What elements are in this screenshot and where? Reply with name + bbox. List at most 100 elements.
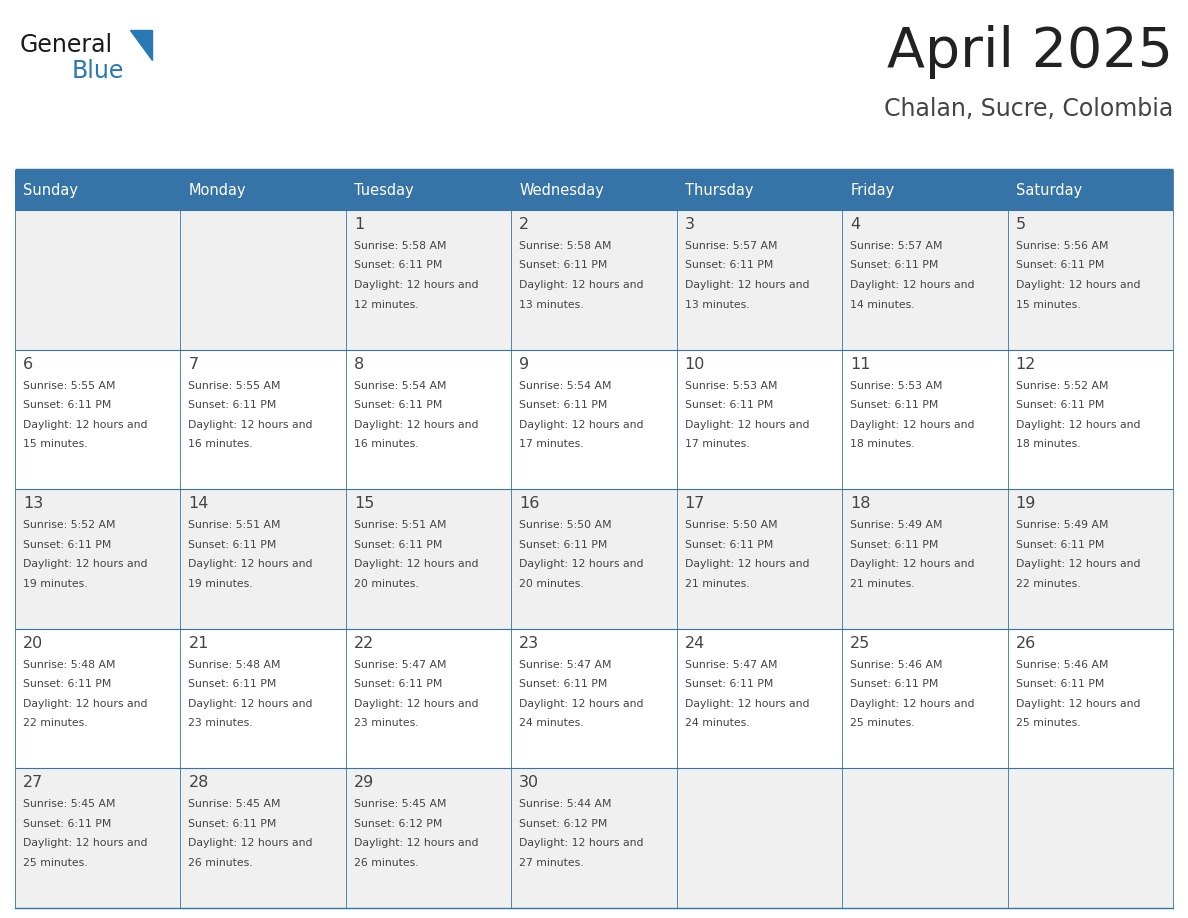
- Text: Daylight: 12 hours and: Daylight: 12 hours and: [354, 699, 479, 709]
- Text: 27: 27: [23, 776, 43, 790]
- Bar: [15, 350, 1173, 489]
- Text: 8: 8: [354, 356, 364, 372]
- Text: Sunset: 6:11 PM: Sunset: 6:11 PM: [684, 261, 773, 271]
- Text: 17: 17: [684, 497, 706, 511]
- Text: 21 minutes.: 21 minutes.: [684, 578, 750, 588]
- Text: 23 minutes.: 23 minutes.: [189, 718, 253, 728]
- Text: Sunrise: 5:49 AM: Sunrise: 5:49 AM: [1016, 521, 1108, 531]
- Text: Sunset: 6:11 PM: Sunset: 6:11 PM: [23, 679, 112, 689]
- Text: Daylight: 12 hours and: Daylight: 12 hours and: [23, 699, 147, 709]
- Text: Sunset: 6:11 PM: Sunset: 6:11 PM: [519, 540, 607, 550]
- Text: Sunset: 6:11 PM: Sunset: 6:11 PM: [1016, 540, 1104, 550]
- Text: Daylight: 12 hours and: Daylight: 12 hours and: [189, 420, 312, 430]
- Text: Daylight: 12 hours and: Daylight: 12 hours and: [189, 838, 312, 848]
- Text: 22: 22: [354, 636, 374, 651]
- Text: 6: 6: [23, 356, 33, 372]
- Text: Daylight: 12 hours and: Daylight: 12 hours and: [851, 559, 974, 569]
- Text: Sunrise: 5:55 AM: Sunrise: 5:55 AM: [23, 381, 115, 390]
- Text: Sunrise: 5:48 AM: Sunrise: 5:48 AM: [23, 660, 115, 670]
- Text: Sunrise: 5:46 AM: Sunrise: 5:46 AM: [851, 660, 942, 670]
- Text: 15 minutes.: 15 minutes.: [1016, 299, 1080, 309]
- Bar: [15, 170, 181, 210]
- Text: Daylight: 12 hours and: Daylight: 12 hours and: [189, 559, 312, 569]
- Text: Daylight: 12 hours and: Daylight: 12 hours and: [519, 699, 644, 709]
- Text: Sunset: 6:11 PM: Sunset: 6:11 PM: [1016, 679, 1104, 689]
- Text: Sunrise: 5:56 AM: Sunrise: 5:56 AM: [1016, 241, 1108, 251]
- Bar: [15, 629, 1173, 768]
- Text: Daylight: 12 hours and: Daylight: 12 hours and: [189, 699, 312, 709]
- Text: Sunset: 6:12 PM: Sunset: 6:12 PM: [519, 819, 607, 829]
- Text: 4: 4: [851, 217, 860, 232]
- Text: Tuesday: Tuesday: [354, 183, 413, 197]
- Text: 17 minutes.: 17 minutes.: [519, 439, 584, 449]
- Text: Daylight: 12 hours and: Daylight: 12 hours and: [519, 280, 644, 290]
- Text: Sunrise: 5:53 AM: Sunrise: 5:53 AM: [684, 381, 777, 390]
- Text: Daylight: 12 hours and: Daylight: 12 hours and: [684, 559, 809, 569]
- Text: Sunrise: 5:44 AM: Sunrise: 5:44 AM: [519, 800, 612, 810]
- Text: Sunset: 6:11 PM: Sunset: 6:11 PM: [189, 679, 277, 689]
- Text: Sunset: 6:11 PM: Sunset: 6:11 PM: [851, 261, 939, 271]
- Text: Daylight: 12 hours and: Daylight: 12 hours and: [851, 420, 974, 430]
- Text: 26 minutes.: 26 minutes.: [354, 858, 418, 868]
- Text: Saturday: Saturday: [1016, 183, 1082, 197]
- Text: 10: 10: [684, 356, 706, 372]
- Text: Sunset: 6:11 PM: Sunset: 6:11 PM: [851, 679, 939, 689]
- Text: Sunset: 6:11 PM: Sunset: 6:11 PM: [354, 540, 442, 550]
- Text: Daylight: 12 hours and: Daylight: 12 hours and: [354, 280, 479, 290]
- Text: Sunrise: 5:55 AM: Sunrise: 5:55 AM: [189, 381, 280, 390]
- Text: Sunday: Sunday: [23, 183, 78, 197]
- Text: Sunset: 6:11 PM: Sunset: 6:11 PM: [354, 400, 442, 410]
- Text: Daylight: 12 hours and: Daylight: 12 hours and: [354, 420, 479, 430]
- Text: 24: 24: [684, 636, 704, 651]
- Text: Sunset: 6:11 PM: Sunset: 6:11 PM: [519, 400, 607, 410]
- Text: 26: 26: [1016, 636, 1036, 651]
- Text: Sunset: 6:11 PM: Sunset: 6:11 PM: [189, 540, 277, 550]
- Text: Sunset: 6:11 PM: Sunset: 6:11 PM: [684, 540, 773, 550]
- Text: 20: 20: [23, 636, 43, 651]
- Text: Sunrise: 5:51 AM: Sunrise: 5:51 AM: [354, 521, 447, 531]
- Text: Chalan, Sucre, Colombia: Chalan, Sucre, Colombia: [884, 97, 1173, 121]
- Text: 5: 5: [1016, 217, 1025, 232]
- Text: 29: 29: [354, 776, 374, 790]
- Text: Sunrise: 5:58 AM: Sunrise: 5:58 AM: [354, 241, 447, 251]
- Text: 16 minutes.: 16 minutes.: [189, 439, 253, 449]
- Text: 13: 13: [23, 497, 43, 511]
- Text: Sunrise: 5:47 AM: Sunrise: 5:47 AM: [354, 660, 447, 670]
- Text: Sunrise: 5:52 AM: Sunrise: 5:52 AM: [1016, 381, 1108, 390]
- Text: Sunrise: 5:54 AM: Sunrise: 5:54 AM: [354, 381, 447, 390]
- Text: Sunrise: 5:46 AM: Sunrise: 5:46 AM: [1016, 660, 1108, 670]
- Text: 22 minutes.: 22 minutes.: [1016, 578, 1080, 588]
- Bar: [511, 170, 677, 210]
- Text: Daylight: 12 hours and: Daylight: 12 hours and: [851, 699, 974, 709]
- Text: 26 minutes.: 26 minutes.: [189, 858, 253, 868]
- Text: Sunset: 6:11 PM: Sunset: 6:11 PM: [684, 400, 773, 410]
- Text: 14: 14: [189, 497, 209, 511]
- Text: 12 minutes.: 12 minutes.: [354, 299, 418, 309]
- Bar: [15, 768, 1173, 908]
- Text: 14 minutes.: 14 minutes.: [851, 299, 915, 309]
- Text: Daylight: 12 hours and: Daylight: 12 hours and: [1016, 559, 1140, 569]
- Text: 30: 30: [519, 776, 539, 790]
- Text: 24 minutes.: 24 minutes.: [684, 718, 750, 728]
- Text: 17 minutes.: 17 minutes.: [684, 439, 750, 449]
- Text: Daylight: 12 hours and: Daylight: 12 hours and: [354, 838, 479, 848]
- Text: Friday: Friday: [851, 183, 895, 197]
- Text: 18: 18: [851, 497, 871, 511]
- Bar: [346, 170, 511, 210]
- Text: Sunrise: 5:58 AM: Sunrise: 5:58 AM: [519, 241, 612, 251]
- Text: Sunrise: 5:45 AM: Sunrise: 5:45 AM: [189, 800, 280, 810]
- Text: Daylight: 12 hours and: Daylight: 12 hours and: [684, 699, 809, 709]
- Text: Sunset: 6:11 PM: Sunset: 6:11 PM: [1016, 400, 1104, 410]
- Text: Daylight: 12 hours and: Daylight: 12 hours and: [1016, 420, 1140, 430]
- Text: Sunset: 6:11 PM: Sunset: 6:11 PM: [189, 819, 277, 829]
- Text: 27 minutes.: 27 minutes.: [519, 858, 584, 868]
- Text: Daylight: 12 hours and: Daylight: 12 hours and: [519, 559, 644, 569]
- Text: 3: 3: [684, 217, 695, 232]
- Text: 25 minutes.: 25 minutes.: [851, 718, 915, 728]
- Text: Sunset: 6:11 PM: Sunset: 6:11 PM: [684, 679, 773, 689]
- Text: 28: 28: [189, 776, 209, 790]
- Text: Sunset: 6:11 PM: Sunset: 6:11 PM: [23, 819, 112, 829]
- Text: 23: 23: [519, 636, 539, 651]
- Text: Sunset: 6:12 PM: Sunset: 6:12 PM: [354, 819, 442, 829]
- Text: Daylight: 12 hours and: Daylight: 12 hours and: [1016, 699, 1140, 709]
